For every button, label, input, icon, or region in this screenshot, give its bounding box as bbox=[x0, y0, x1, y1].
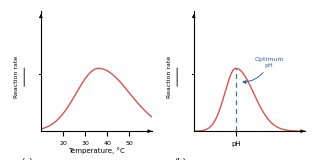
Text: (b): (b) bbox=[174, 158, 186, 160]
Text: Optimum
pH: Optimum pH bbox=[243, 57, 284, 83]
Text: Reaction rate: Reaction rate bbox=[167, 56, 172, 98]
X-axis label: Temperature, °C: Temperature, °C bbox=[68, 147, 125, 154]
Text: Reaction rate: Reaction rate bbox=[14, 56, 19, 98]
Text: (a): (a) bbox=[21, 158, 32, 160]
